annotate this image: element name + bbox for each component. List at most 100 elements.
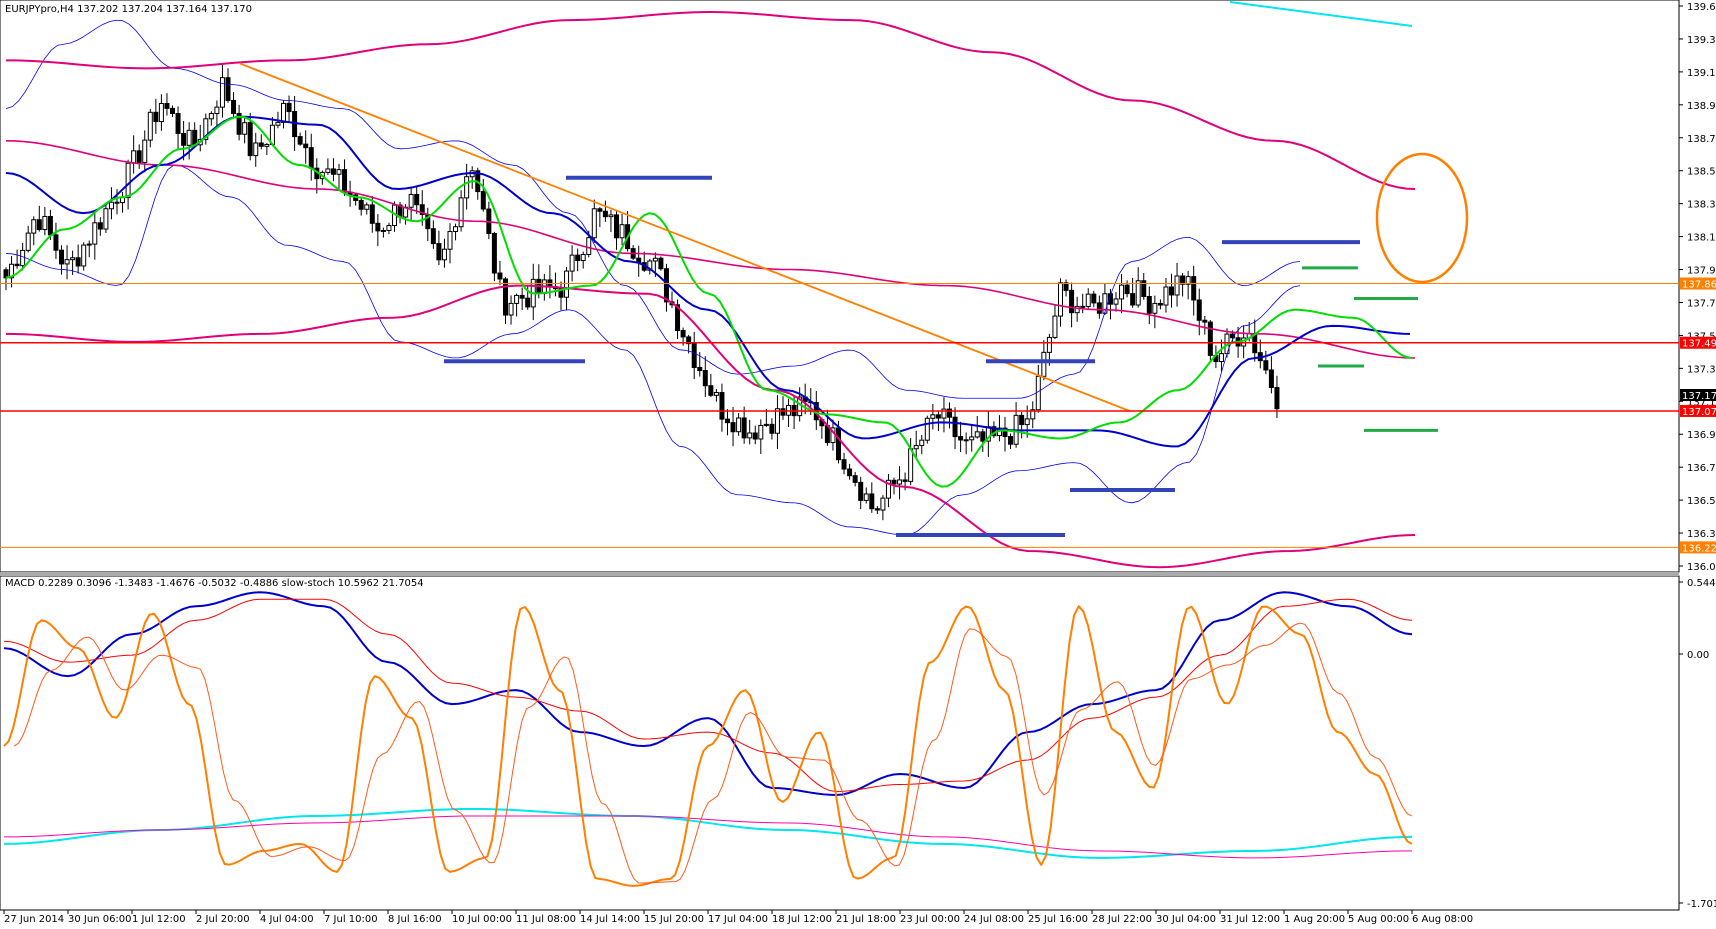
candle xyxy=(1074,305,1080,314)
candle xyxy=(924,417,930,441)
price-tick-label: 137.950 xyxy=(1687,266,1716,277)
candle xyxy=(852,475,858,483)
candle xyxy=(114,201,120,204)
candle xyxy=(36,219,42,231)
candle xyxy=(680,330,686,338)
candle xyxy=(952,416,958,438)
time-tick-label: 27 Jun 2014 xyxy=(4,914,64,925)
price-pane[interactable] xyxy=(0,0,1680,573)
time-tick-label: 24 Jul 08:00 xyxy=(964,914,1024,925)
slow-ma xyxy=(5,139,1416,359)
candle xyxy=(602,210,608,218)
candle xyxy=(131,150,137,164)
candle xyxy=(336,169,342,175)
candle xyxy=(81,244,87,267)
indicator-tick-label: -1.7012 xyxy=(1687,899,1716,910)
candle xyxy=(719,392,725,420)
cyan-line[interactable] xyxy=(1229,1,1413,27)
candle xyxy=(1107,293,1113,305)
candle xyxy=(97,222,103,230)
candle xyxy=(902,479,908,482)
price-label: 137.495 xyxy=(1682,339,1716,350)
candle xyxy=(1274,387,1280,410)
candle xyxy=(614,214,619,239)
candle xyxy=(1019,414,1025,426)
candle xyxy=(203,118,209,140)
candle xyxy=(1169,286,1174,296)
candle xyxy=(919,439,925,447)
candle xyxy=(147,111,153,141)
time-tick-label: 30 Jun 06:00 xyxy=(68,914,132,925)
candle xyxy=(858,481,864,501)
candle xyxy=(935,414,941,419)
time-tick-label: 21 Jul 18:00 xyxy=(836,914,896,925)
candle xyxy=(913,445,919,450)
candle xyxy=(142,139,148,163)
candle xyxy=(675,304,681,332)
candle xyxy=(164,103,170,109)
candle xyxy=(774,408,780,434)
indicator-pane[interactable] xyxy=(0,575,1680,911)
candle xyxy=(1085,293,1091,307)
indicator-tick-label: 0.5448 xyxy=(1687,578,1716,589)
time-tick-label: 11 Jul 08:00 xyxy=(516,914,576,925)
candle xyxy=(647,260,653,271)
candle xyxy=(769,423,775,434)
slow-line-pink xyxy=(3,815,1413,859)
candle xyxy=(974,431,980,438)
candle xyxy=(386,225,392,231)
price-tick-label: 137.745 xyxy=(1687,298,1716,309)
price-tick-label: 139.185 xyxy=(1687,68,1716,79)
candle xyxy=(358,199,364,210)
candle xyxy=(691,343,697,368)
candle xyxy=(1152,302,1158,314)
trendline[interactable] xyxy=(239,62,1131,412)
candle xyxy=(231,99,237,114)
candle xyxy=(175,112,181,134)
candle xyxy=(591,208,597,239)
time-tick-label: 6 Aug 08:00 xyxy=(1412,914,1473,925)
candle xyxy=(1024,418,1030,426)
candle xyxy=(1135,280,1141,306)
candle xyxy=(31,219,37,234)
candle xyxy=(170,107,175,114)
stochastic-signal xyxy=(13,622,1413,884)
candle xyxy=(508,302,514,316)
candle xyxy=(303,143,309,149)
candle xyxy=(763,423,769,426)
candle xyxy=(1185,276,1191,285)
candle xyxy=(47,215,53,236)
candle xyxy=(503,278,508,316)
candle xyxy=(874,508,880,511)
macd-main xyxy=(3,591,1413,796)
highlight-ellipse[interactable] xyxy=(1375,152,1469,284)
candle xyxy=(697,366,703,372)
candle xyxy=(575,254,581,261)
candle xyxy=(236,112,242,135)
candle xyxy=(369,204,375,224)
candle xyxy=(308,147,314,169)
price-tick-label: 137.330 xyxy=(1687,364,1716,375)
candle xyxy=(103,208,109,230)
pane-separator[interactable] xyxy=(0,572,1679,576)
candle xyxy=(120,197,126,204)
candle xyxy=(330,168,336,175)
candle xyxy=(1130,293,1136,306)
time-tick-label: 1 Aug 20:00 xyxy=(1284,914,1345,925)
bollinger-upper xyxy=(5,19,1301,399)
candle xyxy=(1141,280,1147,297)
candle xyxy=(836,427,841,461)
candle xyxy=(447,231,453,250)
candle xyxy=(275,121,281,126)
time-tick-label: 31 Jul 12:00 xyxy=(1220,914,1280,925)
candle xyxy=(930,414,936,419)
candle xyxy=(908,448,914,482)
indicator-title: MACD 0.2289 0.3096 -1.3483 -1.4676 -0.50… xyxy=(5,578,424,589)
candle xyxy=(70,257,76,261)
price-label-bg xyxy=(1680,404,1716,417)
price-tick-label: 138.980 xyxy=(1687,101,1716,112)
candle xyxy=(747,432,753,439)
candle xyxy=(436,243,442,261)
price-tick-label: 136.715 xyxy=(1687,463,1716,474)
